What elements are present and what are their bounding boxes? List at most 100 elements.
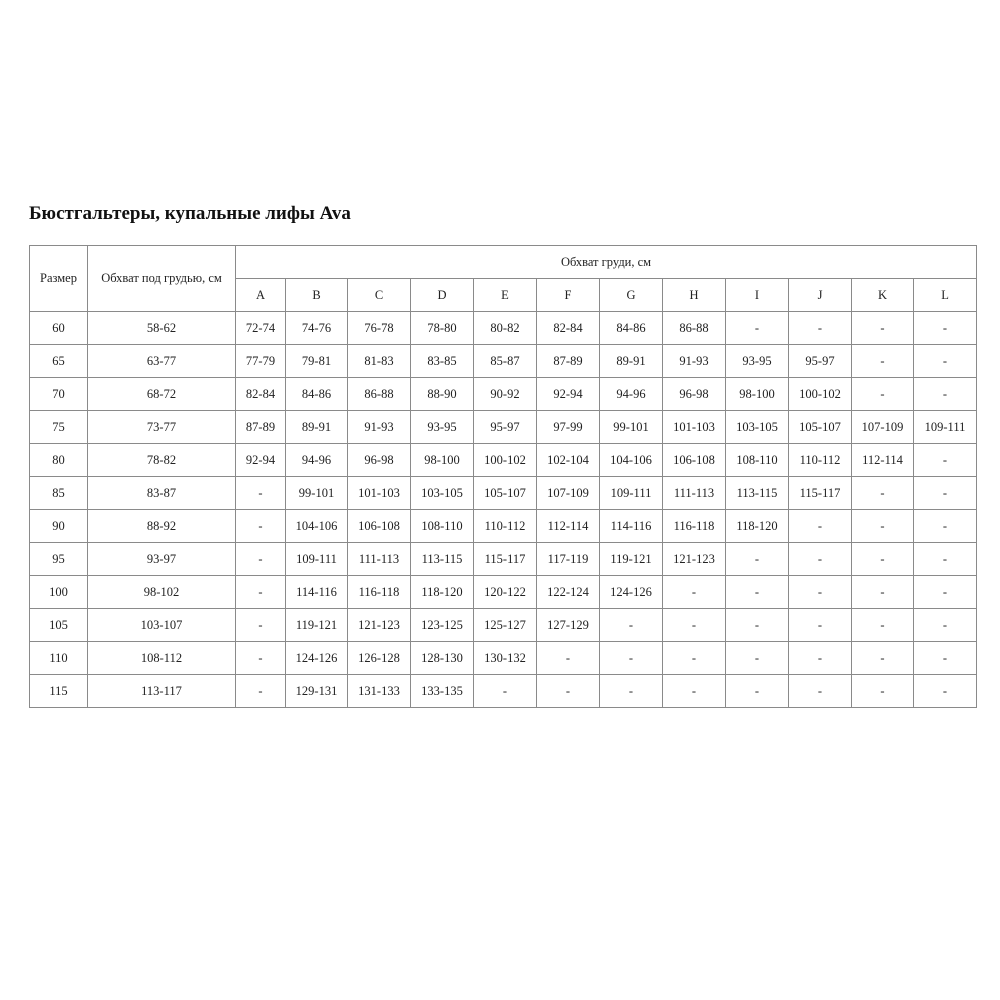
bust-cell: - [912,377,978,411]
bust-cell: - [788,575,852,609]
bust-cell: 102-104 [536,443,600,477]
bust-cell: 98-100 [725,377,789,411]
bust-cell: 79-81 [285,344,348,378]
bust-cell: 95-97 [788,344,852,378]
bust-cell: 115-117 [788,476,852,510]
bust-cell: 93-95 [410,410,474,444]
bust-cell: 118-120 [410,575,474,609]
bust-cell: - [725,311,789,345]
bust-cell: 127-129 [536,608,600,642]
bust-cell: 106-108 [662,443,726,477]
bust-cell: 87-89 [536,344,600,378]
size-header: Размер [29,245,88,312]
bust-cell: 113-115 [725,476,789,510]
table-row: 95 93-97-109-111 111-113 113-115 115-117 117-… [29,542,978,576]
table-row: 70 68-72 82-84 84-86 86-88 88-90 90-92 92-94 94-… [29,377,978,411]
bust-cell: 100-102 [788,377,852,411]
bust-cell: 116-118 [662,509,726,543]
bust-cell: 76-78 [347,311,411,345]
bust-cell: 109-111 [912,410,978,444]
bust-cell: 130-132 [473,641,537,675]
bust-cell: 99-101 [285,476,348,510]
bust-cell: - [725,575,789,609]
bust-cell: 92-94 [235,443,286,477]
bust-cell: 99-101 [599,410,663,444]
bust-cell: 105-107 [788,410,852,444]
bust-cell: 114-116 [285,575,348,609]
bust-cell: 88-90 [410,377,474,411]
cup-header-b: B [285,278,348,312]
bust-cell: 109-111 [285,542,348,576]
table-row: 65 63-77 77-79 79-81 81-83 83-85 85-87 87-89 89-… [29,344,978,378]
bust-cell: - [662,641,726,675]
bust-cell: 86-88 [347,377,411,411]
size-cell: 95 [29,542,88,576]
bust-cell: - [235,608,286,642]
bust-cell: 97-99 [536,410,600,444]
underbust-cell: 88-92 [87,509,236,543]
bust-cell: 93-95 [725,344,789,378]
bust-cell: 108-110 [725,443,789,477]
underbust-cell: 68-72 [87,377,236,411]
bust-cell: 107-109 [536,476,600,510]
bust-cell: 106-108 [347,509,411,543]
bust-cell: 121-123 [662,542,726,576]
bust-cell: 113-115 [410,542,474,576]
size-cell: 80 [29,443,88,477]
bust-cell: 100-102 [473,443,537,477]
bust-cell: 104-106 [285,509,348,543]
bust-cell: - [851,377,914,411]
bust-cell: 80-82 [473,311,537,345]
bust-cell: - [725,608,789,642]
bust-cell: - [851,476,914,510]
bust-cell: 84-86 [285,377,348,411]
bust-cell: 104-106 [599,443,663,477]
bust-cell: 118-120 [725,509,789,543]
bust-cell: 107-109 [851,410,914,444]
table-row: 85 83-87-99-101 101-103 103-105 105-107 107-1… [29,476,978,510]
size-cell: 90 [29,509,88,543]
cup-header-a: A [235,278,286,312]
bust-cell: - [235,674,286,708]
bust-cell: - [788,311,852,345]
bust-cell: 94-96 [285,443,348,477]
page-title: Бюстгальтеры, купальные лифы Ava [29,203,351,224]
bust-cell: - [725,542,789,576]
bust-cell: 131-133 [347,674,411,708]
bust-cell: - [851,509,914,543]
size-cell: 105 [29,608,88,642]
size-cell: 85 [29,476,88,510]
bust-cell: 86-88 [662,311,726,345]
bust-cell: - [235,476,286,510]
bust-cell: - [851,542,914,576]
size-table: Размер Обхват под грудью, см Обхват груд… [29,245,978,708]
bust-cell: - [536,641,600,675]
bust-cell: - [788,674,852,708]
bust-cell: 91-93 [347,410,411,444]
bust-cell: - [473,674,537,708]
bust-cell: - [599,674,663,708]
cup-header-d: D [410,278,474,312]
bust-cell: 103-105 [410,476,474,510]
bust-cell: 110-112 [788,443,852,477]
bust-cell: - [725,641,789,675]
bust-cell: 74-76 [285,311,348,345]
bust-cell: 103-105 [725,410,789,444]
bust-cell: 77-79 [235,344,286,378]
bust-cell: 92-94 [536,377,600,411]
bust-cell: 123-125 [410,608,474,642]
underbust-cell: 73-77 [87,410,236,444]
cup-header-f: F [536,278,600,312]
bust-cell: 129-131 [285,674,348,708]
size-cell: 75 [29,410,88,444]
size-cell: 70 [29,377,88,411]
bust-cell: 112-114 [536,509,600,543]
table-row: 80 78-82 92-94 94-96 96-98 98-100 100-102 102-1… [29,443,978,477]
bust-cell: - [662,575,726,609]
size-cell: 100 [29,575,88,609]
bust-cell: 128-130 [410,641,474,675]
bust-cell: 126-128 [347,641,411,675]
bust-cell: 82-84 [235,377,286,411]
bust-cell: - [912,674,978,708]
underbust-cell: 93-97 [87,542,236,576]
